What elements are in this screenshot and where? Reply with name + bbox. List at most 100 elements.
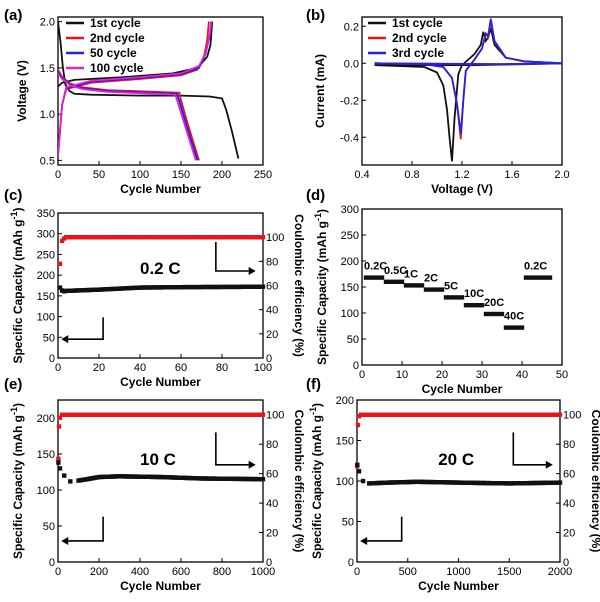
x-tick-label: 100	[131, 169, 149, 181]
y-tick-label: -0.4	[340, 132, 359, 144]
y-tick-label: 250	[341, 230, 359, 242]
y-axis-label-text: Specific Capacity (mAh g	[11, 415, 25, 559]
y-tick-label: 50	[347, 334, 359, 346]
rate-point	[475, 303, 481, 308]
right-arrow-head	[545, 460, 553, 469]
y-tick-label: 150	[336, 436, 354, 448]
y-axis-label-end: )	[315, 209, 329, 213]
capacity-point	[56, 460, 61, 465]
y-tick-label: 0.0	[344, 58, 359, 70]
y-axis-label: Current (mA)	[313, 54, 327, 128]
y-axis-label: Specific Capacity (mAh g-1)	[308, 403, 324, 559]
y-tick-label: 50	[43, 332, 55, 344]
rate-point	[363, 275, 369, 280]
panel-label: (d)	[306, 187, 325, 204]
series-line-4	[58, 21, 213, 156]
efficiency-point	[355, 422, 361, 428]
x-tick-label: 600	[172, 566, 190, 578]
y-tick-label: 350	[37, 208, 55, 220]
rate-point	[391, 279, 397, 284]
rate-point	[367, 275, 373, 280]
y2-tick-label: 0	[266, 353, 272, 365]
panel-label: (e)	[4, 376, 22, 393]
y-tick-label: 0	[348, 557, 354, 569]
legend-label: 2nd cycle	[90, 31, 145, 45]
y2-axis-label: Coulombic efficiency (%)	[589, 410, 600, 553]
capacity-point	[260, 477, 266, 482]
capacity-point	[62, 473, 67, 478]
panel-f: (f)0 500 1000 1500 2000050100150200020406080…	[306, 376, 600, 593]
x-tick-label: 20	[93, 362, 105, 374]
y-axis-label-end: )	[11, 403, 25, 407]
rate-point	[375, 275, 381, 280]
rate-point	[379, 275, 385, 280]
panel-c: (c)0 20 40 60 80 1000501001502002503003500204…	[4, 187, 306, 389]
y-tick-label: 0	[49, 353, 55, 365]
left-axis-arrow	[68, 516, 104, 542]
rate-point	[423, 287, 429, 292]
x-tick-label: 2.0	[554, 169, 569, 181]
x-tick-label: 40	[516, 369, 528, 381]
rate-point	[519, 325, 525, 330]
rate-point	[463, 303, 469, 308]
rate-point	[419, 283, 425, 288]
panel-label: (b)	[306, 7, 325, 24]
x-tick-label: 20	[436, 369, 448, 381]
capacity-point	[260, 284, 266, 289]
x-tick-label: 1000	[446, 566, 470, 578]
efficiency-point	[57, 415, 63, 420]
y2-tick-label: 20	[266, 329, 278, 341]
rate-point	[499, 311, 505, 317]
right-arrow-head	[248, 460, 256, 469]
rate-point	[527, 275, 533, 280]
rate-label: 40C	[504, 311, 524, 323]
x-tick-label: 500	[399, 566, 417, 578]
x-tick-label: 1500	[497, 566, 521, 578]
x-tick-label: 0.8	[404, 169, 419, 181]
x-axis-label: Cycle Number	[120, 375, 201, 389]
y-tick-label: 200	[37, 270, 55, 282]
capacity-point	[355, 462, 360, 467]
rate-point	[399, 279, 405, 284]
panel-label: (c)	[4, 187, 22, 204]
y-tick-label: 300	[341, 204, 359, 216]
capacity-point	[557, 480, 563, 485]
x-tick-label: 400	[131, 566, 149, 578]
x-tick-label: 800	[213, 566, 231, 578]
x-tick-label: 80	[216, 362, 228, 374]
y2-tick-label: 40	[266, 498, 278, 510]
y2-tick-label: 40	[563, 498, 575, 510]
x-tick-label: 40	[134, 362, 146, 374]
rate-point	[395, 279, 401, 284]
rate-label: 0.5C	[384, 265, 407, 277]
plot-frame	[361, 208, 563, 366]
efficiency-point	[57, 261, 63, 266]
y-tick-label: 100	[336, 476, 354, 488]
x-axis-label: Cycle Number	[120, 182, 201, 196]
y-tick-label: -0.2	[340, 95, 359, 107]
efficiency-point	[260, 235, 266, 240]
rate-annotation: 20 C	[438, 450, 474, 469]
y2-tick-label: 100	[266, 232, 284, 244]
y-axis-label: Specific Capacity (mAh g-1)	[9, 403, 25, 559]
capacity-point	[360, 478, 366, 484]
x-axis-label: Cycle Number	[418, 579, 499, 593]
y-axis-label-end: )	[310, 403, 324, 407]
x-tick-label: 100	[254, 362, 272, 374]
series-line-4	[58, 72, 197, 161]
rate-point	[479, 303, 485, 308]
left-arrow-head	[61, 536, 69, 545]
rate-point	[467, 303, 473, 308]
y-axis-label: Specific Capacity (mAh g-1)	[313, 209, 329, 365]
y2-tick-label: 20	[266, 528, 278, 540]
x-tick-label: 1.2	[454, 169, 469, 181]
rate-annotation: 10 C	[140, 450, 176, 469]
right-axis-arrow	[215, 242, 249, 272]
x-tick-label: 250	[254, 169, 272, 181]
y-axis-label-sup: -1	[9, 407, 19, 415]
rate-point	[407, 283, 413, 288]
legend-label: 1st cycle	[90, 16, 141, 30]
y-tick-label: 150	[37, 449, 55, 461]
rate-point	[447, 295, 453, 300]
